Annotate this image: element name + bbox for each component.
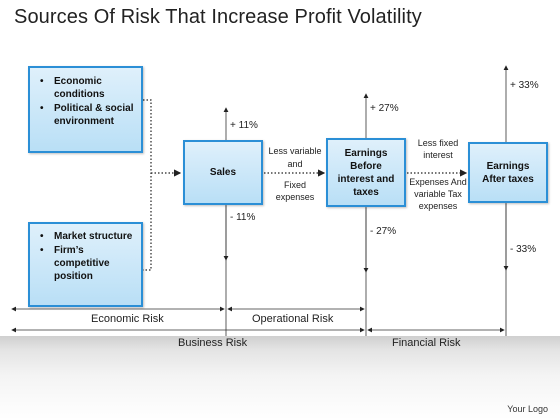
- bottom-band: [0, 336, 560, 420]
- less-variable-label: Less variable: [268, 146, 322, 156]
- fixed-expenses-label: Fixed expenses: [275, 180, 315, 202]
- eat-label: Earnings After taxes: [482, 160, 534, 185]
- eat-box: Earnings After taxes: [468, 142, 548, 203]
- sales-box: Sales: [183, 140, 263, 205]
- sales-down-pct: - 11%: [230, 212, 256, 223]
- business-risk-label: Business Risk: [178, 337, 248, 349]
- box2-item: Firm’s competitive position: [40, 244, 141, 283]
- economic-factors-box: Economic conditions Political & social e…: [28, 66, 143, 153]
- less-fixed-interest-label: Less fixed interest: [417, 138, 459, 160]
- sales-label: Sales: [209, 167, 237, 178]
- dotted-connector-left: [143, 99, 182, 271]
- sales-up-pct: + 11%: [230, 120, 258, 131]
- financial-risk-label: Financial Risk: [392, 337, 461, 349]
- economic-risk-label: Economic Risk: [91, 313, 164, 325]
- box2-item: Market structure: [40, 230, 141, 243]
- box1-item: Political & social environment: [40, 102, 141, 128]
- eat-up-pct: + 33%: [510, 80, 539, 91]
- expenses-variable-tax-label: Expenses And variable Tax expenses: [409, 177, 467, 211]
- operational-risk-label: Operational Risk: [252, 313, 334, 325]
- ebit-up-pct: + 27%: [370, 103, 399, 114]
- ebit-label: Earnings Before interest and taxes: [337, 147, 395, 198]
- logo-text: Your Logo: [507, 404, 548, 414]
- and-label: and: [287, 159, 303, 169]
- box1-item: Economic conditions: [40, 75, 141, 101]
- ebit-box: Earnings Before interest and taxes: [326, 138, 406, 207]
- page-title: Sources Of Risk That Increase Profit Vol…: [14, 6, 422, 28]
- ebit-down-pct: - 27%: [370, 226, 397, 237]
- eat-down-pct: - 33%: [510, 244, 537, 255]
- market-factors-box: Market structure Firm’s competitive posi…: [28, 222, 143, 307]
